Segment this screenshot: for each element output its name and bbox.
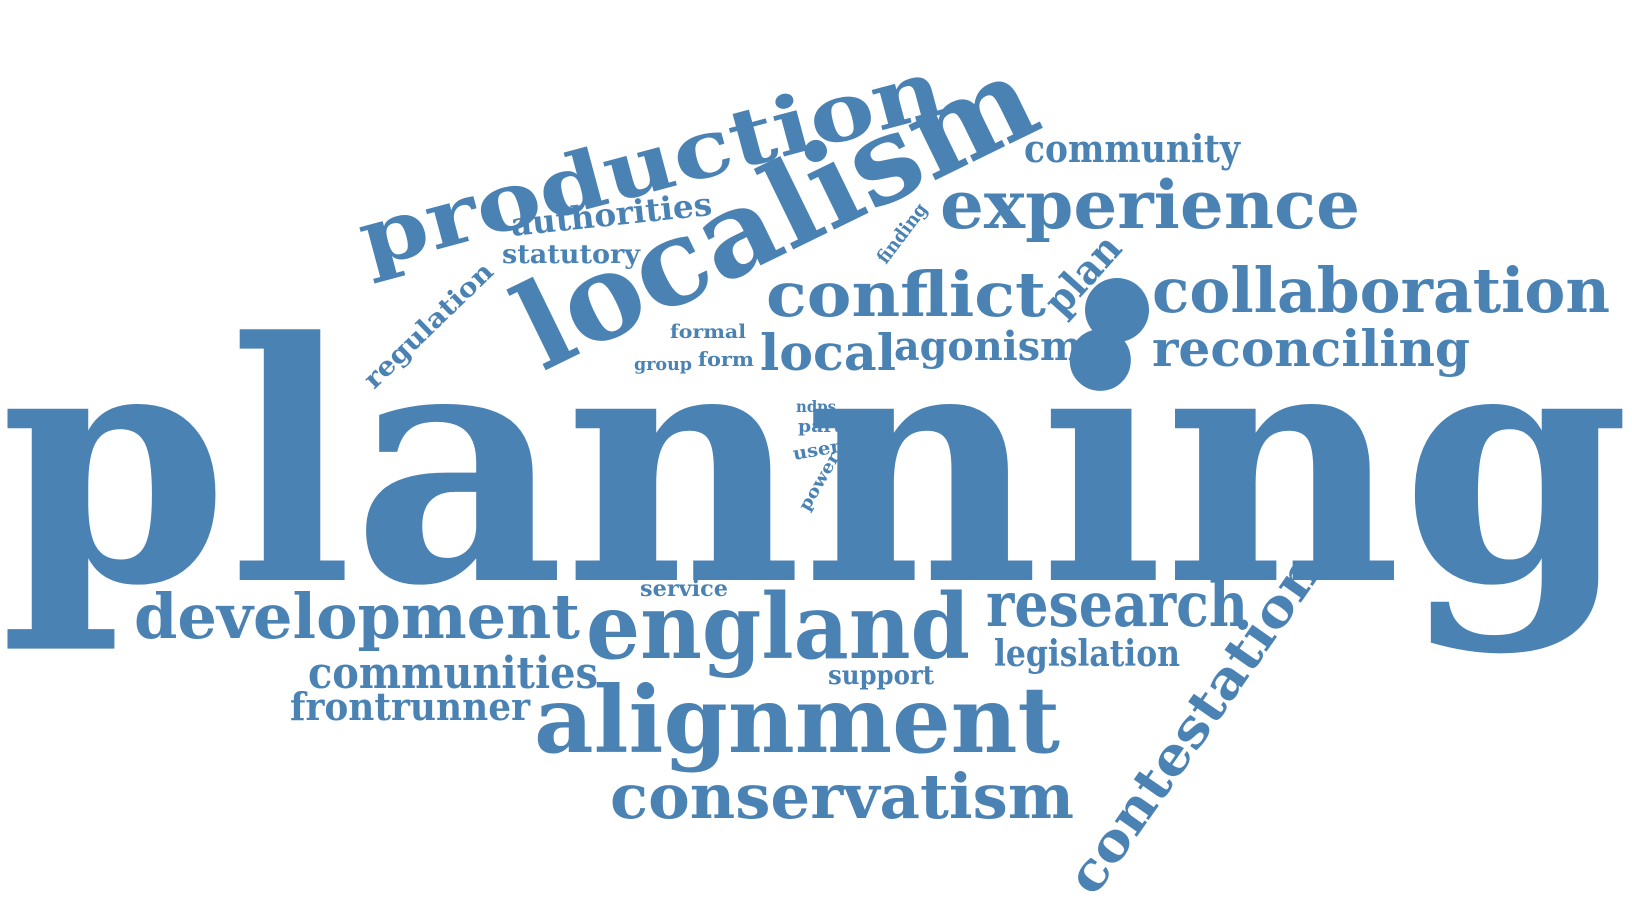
word-part: part — [798, 417, 842, 437]
word-agonism: agonism — [894, 323, 1082, 370]
word-development: development — [134, 580, 580, 653]
word-group: group — [634, 354, 692, 375]
word-research: research — [986, 568, 1248, 641]
dot-mark — [1085, 278, 1149, 342]
word-form: form — [698, 347, 754, 371]
word-england: england — [586, 574, 970, 680]
word-legislation: legislation — [994, 633, 1180, 675]
word-formal: formal — [670, 321, 746, 343]
word-experience: experience — [940, 166, 1360, 244]
word-ndps: ndps — [796, 397, 836, 416]
word-statutory: statutory — [502, 240, 641, 270]
word-service: service — [640, 576, 728, 602]
word-local: local — [760, 323, 896, 382]
word-support: support — [828, 661, 934, 691]
word-planning: planning — [0, 270, 1630, 658]
word-conservatism: conservatism — [610, 760, 1074, 833]
word-alignment: alignment — [534, 666, 1060, 774]
word-collaboration: collaboration — [1152, 254, 1610, 327]
word-frontrunner: frontrunner — [290, 684, 531, 729]
word-communities: communities — [308, 648, 598, 699]
word-reconciling: reconciling — [1152, 319, 1470, 378]
word-conflict: conflict — [766, 258, 1046, 331]
word-community: community — [1024, 126, 1241, 171]
